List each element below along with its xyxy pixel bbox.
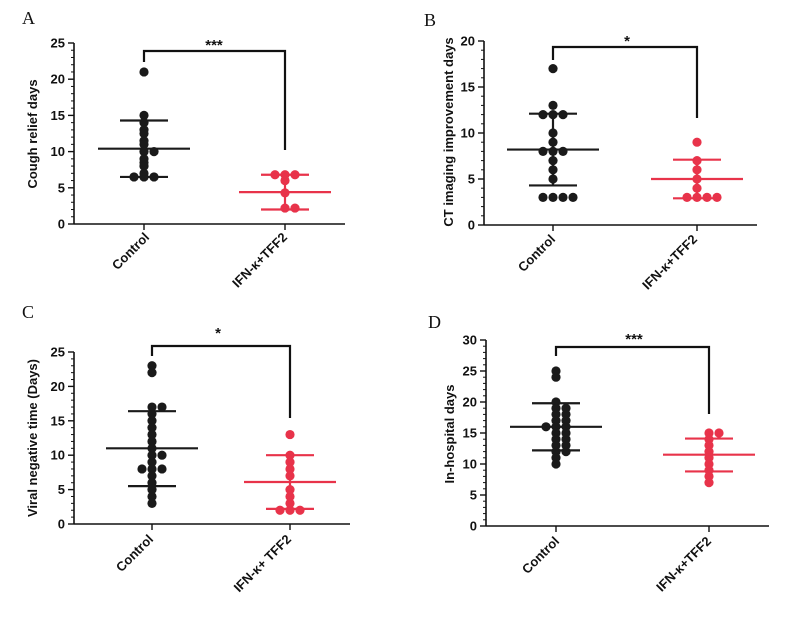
data-point bbox=[714, 428, 724, 438]
data-point bbox=[538, 146, 548, 156]
data-point bbox=[275, 505, 285, 515]
significance-bracket bbox=[142, 49, 287, 150]
y-tick-label: 20 bbox=[463, 395, 477, 410]
significance-bracket bbox=[150, 344, 292, 418]
y-tick-label: 15 bbox=[51, 413, 65, 428]
data-point bbox=[548, 192, 558, 202]
panel-c: C Viral negative time (Days) Control IFN… bbox=[22, 302, 350, 595]
category-label-treatment: IFN-κ+TFF2 bbox=[229, 230, 290, 291]
data-point bbox=[157, 402, 167, 412]
data-point bbox=[285, 429, 295, 440]
data-point bbox=[538, 192, 548, 202]
data-point bbox=[561, 447, 571, 457]
data-point bbox=[548, 64, 558, 74]
y-tick-label: 15 bbox=[461, 80, 475, 95]
y-tick-label: 25 bbox=[51, 36, 65, 51]
significance-bracket bbox=[554, 345, 711, 414]
y-tick-label: 10 bbox=[463, 457, 477, 472]
y-tick-label: 20 bbox=[51, 72, 65, 87]
y-tick-label: 0 bbox=[468, 218, 475, 233]
category-label-control: Control bbox=[113, 532, 156, 575]
y-tick-label: 10 bbox=[51, 144, 65, 159]
data-point bbox=[558, 192, 568, 202]
data-point bbox=[147, 368, 157, 378]
category-label-control: Control bbox=[515, 232, 558, 275]
category-label-treatment: IFN-κ+ TFF2 bbox=[231, 532, 294, 595]
data-point bbox=[147, 485, 157, 495]
category-label-control: Control bbox=[519, 534, 562, 577]
y-tick-label: 10 bbox=[51, 448, 65, 463]
panel-d: D In-hospital days Control IFN-κ+TFF2 **… bbox=[428, 312, 769, 594]
category-label-treatment: IFN-κ+TFF2 bbox=[639, 232, 700, 293]
data-point bbox=[157, 464, 167, 474]
significance-label: * bbox=[215, 325, 221, 342]
y-tick-label: 20 bbox=[51, 379, 65, 394]
data-point bbox=[147, 361, 157, 371]
y-tick-label: 5 bbox=[58, 482, 65, 497]
y-axis-title: Viral negative time (Days) bbox=[25, 359, 40, 517]
y-tick-label: 20 bbox=[461, 34, 475, 49]
data-point bbox=[157, 450, 167, 460]
data-point bbox=[147, 491, 157, 502]
panel-letter: B bbox=[424, 10, 436, 30]
data-point bbox=[137, 464, 147, 474]
category-label-control: Control bbox=[109, 230, 152, 273]
data-point bbox=[147, 498, 157, 508]
y-tick-label: 0 bbox=[470, 519, 477, 534]
significance-label: * bbox=[624, 33, 630, 50]
panel-b: B CT imaging improvement days Control IF… bbox=[424, 10, 757, 292]
panel-a: A Cough relief days Control IFN-κ+TFF2 *… bbox=[22, 8, 345, 290]
y-tick-label: 0 bbox=[58, 517, 65, 532]
category-label-treatment: IFN-κ+TFF2 bbox=[653, 534, 714, 595]
significance-label: *** bbox=[625, 331, 643, 348]
data-point bbox=[295, 505, 305, 515]
data-point bbox=[692, 137, 702, 147]
data-point bbox=[548, 100, 558, 110]
panel-letter: C bbox=[22, 302, 34, 322]
significance-label: *** bbox=[205, 37, 223, 54]
significance-bracket bbox=[551, 45, 699, 118]
data-point bbox=[551, 372, 561, 382]
y-tick-label: 5 bbox=[470, 488, 477, 503]
y-tick-label: 25 bbox=[463, 364, 477, 379]
y-tick-label: 5 bbox=[58, 180, 65, 195]
data-point bbox=[290, 203, 300, 213]
y-axis-title: In-hospital days bbox=[442, 385, 457, 484]
data-point bbox=[558, 146, 568, 156]
data-point bbox=[139, 110, 149, 120]
y-tick-label: 15 bbox=[51, 108, 65, 123]
data-point bbox=[551, 459, 561, 469]
y-tick-label: 25 bbox=[51, 345, 65, 360]
y-tick-label: 15 bbox=[463, 426, 477, 441]
data-point bbox=[139, 67, 149, 77]
y-tick-label: 30 bbox=[463, 333, 477, 348]
panel-letter: A bbox=[22, 8, 35, 28]
y-axis-title: CT imaging improvement days bbox=[441, 37, 456, 226]
y-tick-label: 0 bbox=[58, 217, 65, 232]
panel-letter: D bbox=[428, 312, 441, 332]
data-point bbox=[704, 478, 714, 488]
y-axis-title: Cough relief days bbox=[25, 79, 40, 188]
y-tick-label: 10 bbox=[461, 126, 475, 141]
data-point bbox=[147, 402, 157, 412]
y-tick-label: 5 bbox=[468, 172, 475, 187]
data-point bbox=[568, 192, 578, 202]
